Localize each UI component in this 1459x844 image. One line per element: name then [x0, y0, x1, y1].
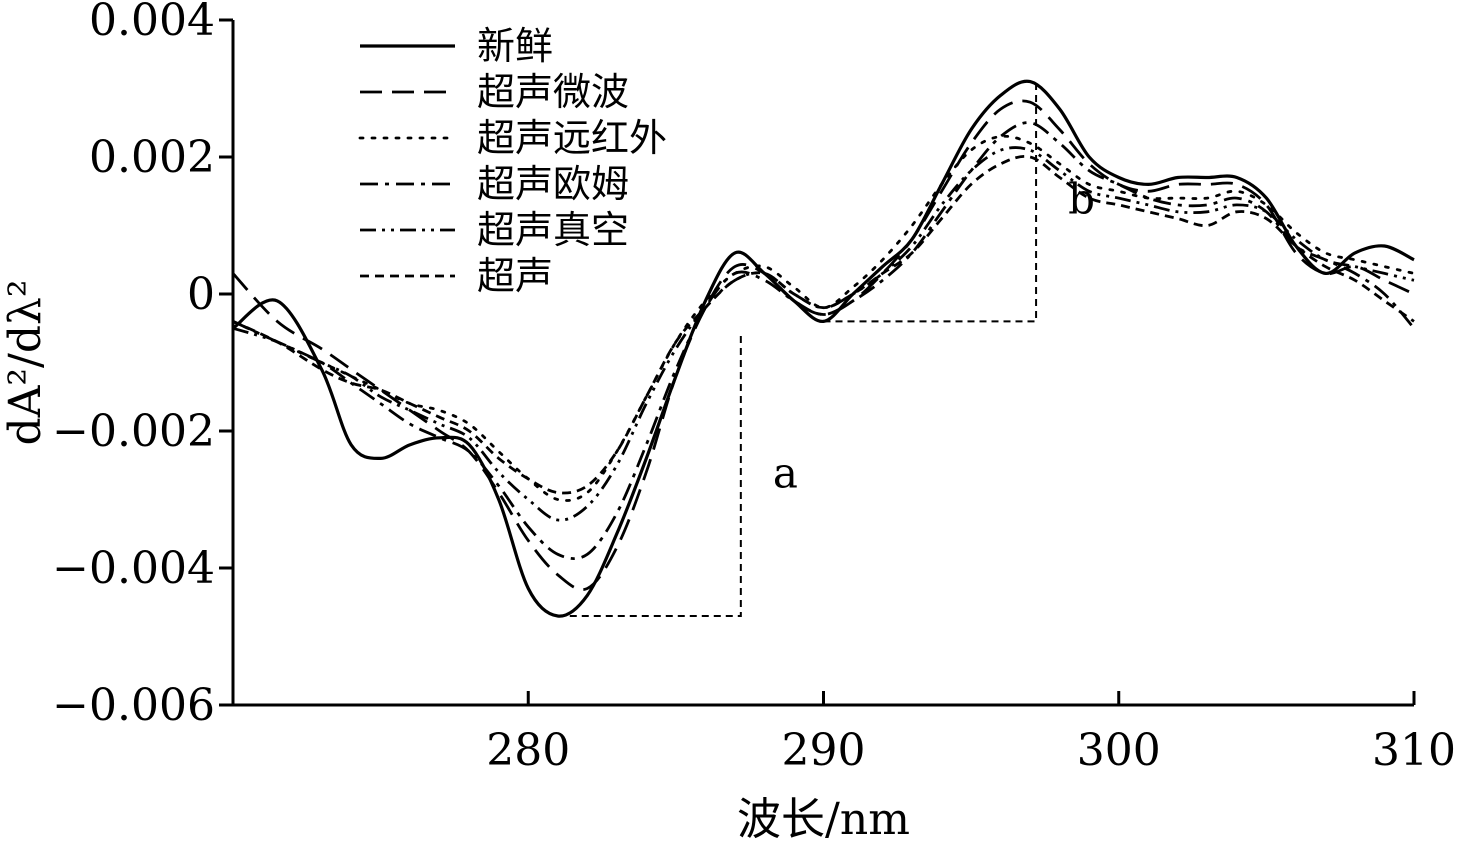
y-tick-label: −0.006: [52, 680, 215, 731]
legend-label: 新鲜: [477, 24, 553, 68]
annotation-bracket-b: [823, 81, 1038, 323]
annotation-layer: ab: [557, 81, 1095, 617]
x-axis-title: 波长/nm: [737, 794, 910, 844]
x-tick-label: 280: [486, 725, 570, 776]
series-line-3: [232, 121, 1416, 560]
y-tick-label: 0: [187, 269, 215, 320]
y-tick-label: −0.004: [52, 543, 215, 594]
annotation-label-a: a: [773, 449, 798, 498]
x-tick-label: 300: [1077, 725, 1161, 776]
series-line-0: [232, 79, 1415, 618]
y-tick-label: 0.004: [89, 0, 215, 46]
annotation-bracket-a: [557, 335, 742, 617]
y-axis-ticks: 0.004 0.002 0 −0.002 −0.004 −0.006: [52, 0, 233, 731]
legend-label: 超声真空: [477, 208, 629, 252]
series-line-2: [231, 134, 1416, 502]
legend-label: 超声微波: [477, 70, 629, 114]
y-tick-label: −0.002: [52, 406, 215, 457]
annotation-label-b: b: [1068, 175, 1095, 224]
series-line-1: [231, 99, 1415, 591]
axes: 0.004 0.002 0 −0.002 −0.004 −0.006 280 290 300 3…: [52, 0, 1456, 776]
legend-label: 超声: [477, 254, 553, 298]
x-axis-ticks: 280 290 300 310: [486, 691, 1456, 776]
legend-label: 超声远红外: [477, 116, 667, 160]
series-line-4: [232, 146, 1415, 522]
y-tick-label: 0.002: [89, 132, 215, 183]
x-tick-label: 310: [1372, 725, 1456, 776]
plot-area: [231, 79, 1416, 618]
series-line-5: [232, 155, 1415, 495]
x-tick-label: 290: [782, 725, 866, 776]
legend-label: 超声欧姆: [477, 162, 629, 206]
y-axis-title: dA²/dλ²: [0, 279, 51, 445]
